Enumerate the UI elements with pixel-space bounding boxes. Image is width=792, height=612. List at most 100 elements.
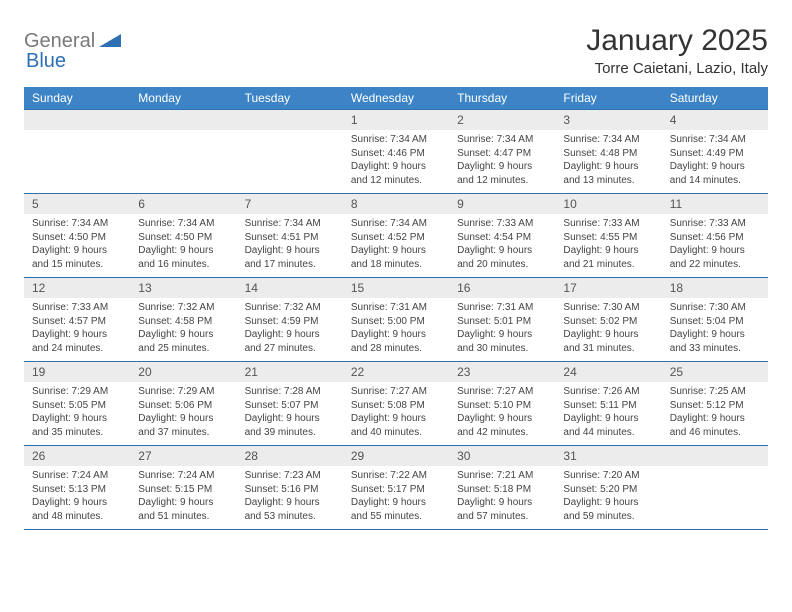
logo-triangle-icon (99, 31, 121, 52)
day-header: Wednesday (343, 87, 449, 110)
sunset-line: Sunset: 5:15 PM (138, 483, 228, 497)
day-number: 25 (662, 362, 768, 382)
sunset-line: Sunset: 4:57 PM (32, 315, 122, 329)
day-number: 9 (449, 194, 555, 214)
sunrise-line: Sunrise: 7:34 AM (32, 217, 122, 231)
day-number: 19 (24, 362, 130, 382)
sunrise-line: Sunrise: 7:27 AM (457, 385, 547, 399)
sunset-line: Sunset: 5:07 PM (245, 399, 335, 413)
logo-blue-row: Blue (26, 50, 66, 73)
calendar-cell: 20Sunrise: 7:29 AMSunset: 5:06 PMDayligh… (130, 362, 236, 446)
day-number: 22 (343, 362, 449, 382)
sunrise-line: Sunrise: 7:30 AM (563, 301, 653, 315)
day-number: 7 (237, 194, 343, 214)
sunset-line: Sunset: 5:04 PM (670, 315, 760, 329)
calendar-cell: 6Sunrise: 7:34 AMSunset: 4:50 PMDaylight… (130, 194, 236, 278)
calendar-cell: 25Sunrise: 7:25 AMSunset: 5:12 PMDayligh… (662, 362, 768, 446)
day-number-empty (130, 110, 236, 130)
header: General January 2025 Torre Caietani, Laz… (24, 24, 768, 77)
calendar-cell: 1Sunrise: 7:34 AMSunset: 4:46 PMDaylight… (343, 110, 449, 194)
day-details: Sunrise: 7:30 AMSunset: 5:02 PMDaylight:… (555, 298, 661, 361)
sunset-line: Sunset: 4:50 PM (32, 231, 122, 245)
day-number: 21 (237, 362, 343, 382)
day-details: Sunrise: 7:33 AMSunset: 4:56 PMDaylight:… (662, 214, 768, 277)
sunrise-line: Sunrise: 7:34 AM (670, 133, 760, 147)
day-number: 1 (343, 110, 449, 130)
calendar-week-row: 19Sunrise: 7:29 AMSunset: 5:05 PMDayligh… (24, 362, 768, 446)
sunset-line: Sunset: 4:48 PM (563, 147, 653, 161)
day-header: Thursday (449, 87, 555, 110)
sunset-line: Sunset: 4:52 PM (351, 231, 441, 245)
sunset-line: Sunset: 5:11 PM (563, 399, 653, 413)
sunrise-line: Sunrise: 7:29 AM (32, 385, 122, 399)
sunrise-line: Sunrise: 7:29 AM (138, 385, 228, 399)
day-number: 23 (449, 362, 555, 382)
day-number: 2 (449, 110, 555, 130)
day-number: 29 (343, 446, 449, 466)
day-details: Sunrise: 7:29 AMSunset: 5:06 PMDaylight:… (130, 382, 236, 445)
month-title: January 2025 (586, 24, 768, 58)
sunset-line: Sunset: 4:55 PM (563, 231, 653, 245)
daylight-line: Daylight: 9 hours and 39 minutes. (245, 412, 335, 439)
daylight-line: Daylight: 9 hours and 14 minutes. (670, 160, 760, 187)
calendar-cell (237, 110, 343, 194)
title-block: January 2025 Torre Caietani, Lazio, Ital… (586, 24, 768, 77)
day-details: Sunrise: 7:34 AMSunset: 4:49 PMDaylight:… (662, 130, 768, 193)
day-number: 11 (662, 194, 768, 214)
daylight-line: Daylight: 9 hours and 51 minutes. (138, 496, 228, 523)
day-number: 14 (237, 278, 343, 298)
calendar-cell: 27Sunrise: 7:24 AMSunset: 5:15 PMDayligh… (130, 446, 236, 530)
daylight-line: Daylight: 9 hours and 21 minutes. (563, 244, 653, 271)
daylight-line: Daylight: 9 hours and 28 minutes. (351, 328, 441, 355)
sunrise-line: Sunrise: 7:20 AM (563, 469, 653, 483)
day-details: Sunrise: 7:27 AMSunset: 5:10 PMDaylight:… (449, 382, 555, 445)
sunrise-line: Sunrise: 7:25 AM (670, 385, 760, 399)
sunrise-line: Sunrise: 7:31 AM (457, 301, 547, 315)
day-details: Sunrise: 7:29 AMSunset: 5:05 PMDaylight:… (24, 382, 130, 445)
daylight-line: Daylight: 9 hours and 44 minutes. (563, 412, 653, 439)
day-details: Sunrise: 7:32 AMSunset: 4:59 PMDaylight:… (237, 298, 343, 361)
day-number: 16 (449, 278, 555, 298)
day-header: Sunday (24, 87, 130, 110)
calendar-cell: 14Sunrise: 7:32 AMSunset: 4:59 PMDayligh… (237, 278, 343, 362)
sunrise-line: Sunrise: 7:32 AM (138, 301, 228, 315)
sunset-line: Sunset: 4:56 PM (670, 231, 760, 245)
sunrise-line: Sunrise: 7:22 AM (351, 469, 441, 483)
sunset-line: Sunset: 4:54 PM (457, 231, 547, 245)
day-details: Sunrise: 7:31 AMSunset: 5:00 PMDaylight:… (343, 298, 449, 361)
calendar-cell: 12Sunrise: 7:33 AMSunset: 4:57 PMDayligh… (24, 278, 130, 362)
daylight-line: Daylight: 9 hours and 30 minutes. (457, 328, 547, 355)
sunset-line: Sunset: 5:12 PM (670, 399, 760, 413)
daylight-line: Daylight: 9 hours and 40 minutes. (351, 412, 441, 439)
day-details: Sunrise: 7:34 AMSunset: 4:50 PMDaylight:… (130, 214, 236, 277)
calendar-cell: 18Sunrise: 7:30 AMSunset: 5:04 PMDayligh… (662, 278, 768, 362)
sunset-line: Sunset: 4:58 PM (138, 315, 228, 329)
sunset-line: Sunset: 5:05 PM (32, 399, 122, 413)
calendar-cell: 23Sunrise: 7:27 AMSunset: 5:10 PMDayligh… (449, 362, 555, 446)
calendar-cell: 5Sunrise: 7:34 AMSunset: 4:50 PMDaylight… (24, 194, 130, 278)
calendar-cell: 15Sunrise: 7:31 AMSunset: 5:00 PMDayligh… (343, 278, 449, 362)
calendar-week-row: 12Sunrise: 7:33 AMSunset: 4:57 PMDayligh… (24, 278, 768, 362)
sunrise-line: Sunrise: 7:23 AM (245, 469, 335, 483)
day-details: Sunrise: 7:34 AMSunset: 4:51 PMDaylight:… (237, 214, 343, 277)
day-header: Saturday (662, 87, 768, 110)
calendar-cell: 9Sunrise: 7:33 AMSunset: 4:54 PMDaylight… (449, 194, 555, 278)
day-number-empty (237, 110, 343, 130)
sunrise-line: Sunrise: 7:26 AM (563, 385, 653, 399)
daylight-line: Daylight: 9 hours and 53 minutes. (245, 496, 335, 523)
day-details: Sunrise: 7:31 AMSunset: 5:01 PMDaylight:… (449, 298, 555, 361)
sunset-line: Sunset: 5:20 PM (563, 483, 653, 497)
calendar-cell: 31Sunrise: 7:20 AMSunset: 5:20 PMDayligh… (555, 446, 661, 530)
calendar-cell: 22Sunrise: 7:27 AMSunset: 5:08 PMDayligh… (343, 362, 449, 446)
daylight-line: Daylight: 9 hours and 57 minutes. (457, 496, 547, 523)
day-details: Sunrise: 7:33 AMSunset: 4:55 PMDaylight:… (555, 214, 661, 277)
calendar-table: SundayMondayTuesdayWednesdayThursdayFrid… (24, 87, 768, 530)
calendar-cell: 24Sunrise: 7:26 AMSunset: 5:11 PMDayligh… (555, 362, 661, 446)
day-details: Sunrise: 7:21 AMSunset: 5:18 PMDaylight:… (449, 466, 555, 529)
daylight-line: Daylight: 9 hours and 12 minutes. (457, 160, 547, 187)
sunrise-line: Sunrise: 7:33 AM (563, 217, 653, 231)
calendar-cell: 13Sunrise: 7:32 AMSunset: 4:58 PMDayligh… (130, 278, 236, 362)
sunrise-line: Sunrise: 7:31 AM (351, 301, 441, 315)
day-number: 28 (237, 446, 343, 466)
calendar-cell (130, 110, 236, 194)
